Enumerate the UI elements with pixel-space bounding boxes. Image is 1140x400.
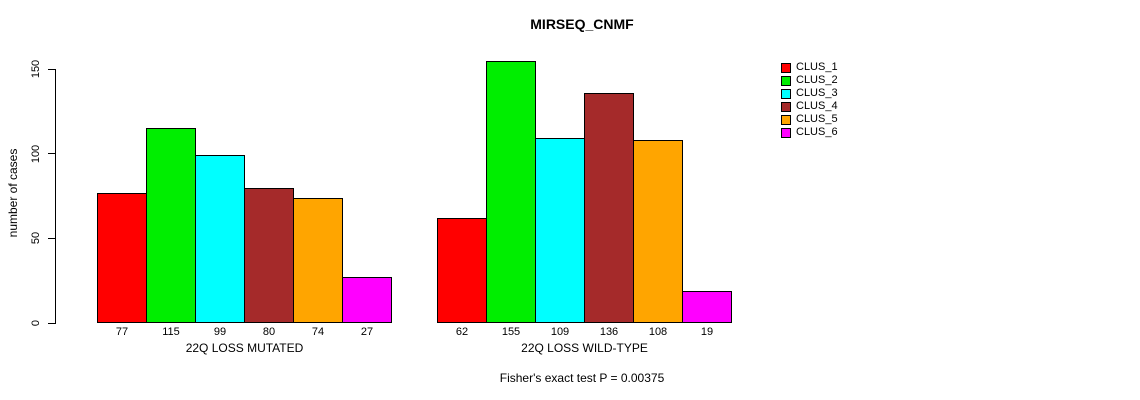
legend-swatch <box>781 75 791 86</box>
legend-entry: CLUS_1 <box>781 61 838 74</box>
group-label: 22Q LOSS MUTATED <box>185 341 304 355</box>
bar <box>342 277 392 323</box>
bar <box>584 92 634 323</box>
legend-label: CLUS_6 <box>796 126 838 138</box>
legend-swatch <box>781 127 791 138</box>
group-label: 22Q LOSS WILD-TYPE <box>521 341 648 355</box>
legend-label: CLUS_4 <box>796 100 838 112</box>
legend-entry: CLUS_5 <box>781 113 838 126</box>
bar <box>486 60 536 323</box>
bar <box>195 155 245 323</box>
bar <box>97 192 147 323</box>
bar-value-label: 62 <box>455 326 469 338</box>
bar <box>146 128 196 323</box>
legend-swatch <box>781 88 791 99</box>
legend-label: CLUS_1 <box>796 61 838 73</box>
legend-entry: CLUS_2 <box>781 74 838 87</box>
y-tick-label: 50 <box>30 232 42 245</box>
bar-value-label: 109 <box>550 326 570 338</box>
y-tick-mark <box>48 237 56 239</box>
bar <box>437 218 487 323</box>
bar <box>633 140 683 323</box>
bar-value-label: 115 <box>162 326 180 338</box>
y-tick-label: 150 <box>30 59 42 79</box>
bar-value-label: 27 <box>360 326 374 338</box>
legend-entry: CLUS_6 <box>781 126 838 139</box>
bar <box>293 197 343 323</box>
bar-value-label: 155 <box>501 326 521 338</box>
legend-label: CLUS_5 <box>796 113 838 125</box>
annotation-text: Fisher's exact test P = 0.00375 <box>499 371 665 385</box>
y-axis-line <box>55 69 56 323</box>
y-tick-label: 0 <box>30 319 42 327</box>
y-tick-mark <box>48 153 56 155</box>
legend-swatch <box>781 101 791 112</box>
y-tick-mark <box>48 322 56 324</box>
bar-value-label: 19 <box>700 326 714 338</box>
legend-swatch <box>781 62 791 73</box>
bar <box>244 187 294 323</box>
legend-label: CLUS_2 <box>796 74 838 86</box>
bar <box>682 290 732 323</box>
y-tick-mark <box>48 68 56 70</box>
bar-value-label: 74 <box>311 326 325 338</box>
bar-value-label: 108 <box>648 326 668 338</box>
legend-entry: CLUS_3 <box>781 87 838 100</box>
bar-value-label: 77 <box>115 326 129 338</box>
chart-title: MIRSEQ_CNMF <box>530 16 634 32</box>
bar-value-label: 99 <box>213 326 227 338</box>
legend-swatch <box>781 114 791 125</box>
legend-label: CLUS_3 <box>796 87 838 99</box>
bar-value-label: 80 <box>262 326 276 338</box>
y-tick-label: 100 <box>30 144 42 163</box>
legend-entry: CLUS_4 <box>781 100 838 113</box>
bar-value-label: 136 <box>599 326 619 338</box>
bar <box>535 138 585 323</box>
y-axis-label: number of cases <box>6 148 20 238</box>
legend: CLUS_1 CLUS_2 CLUS_3 CLUS_4 CLUS_5 CLUS_6 <box>781 61 838 139</box>
